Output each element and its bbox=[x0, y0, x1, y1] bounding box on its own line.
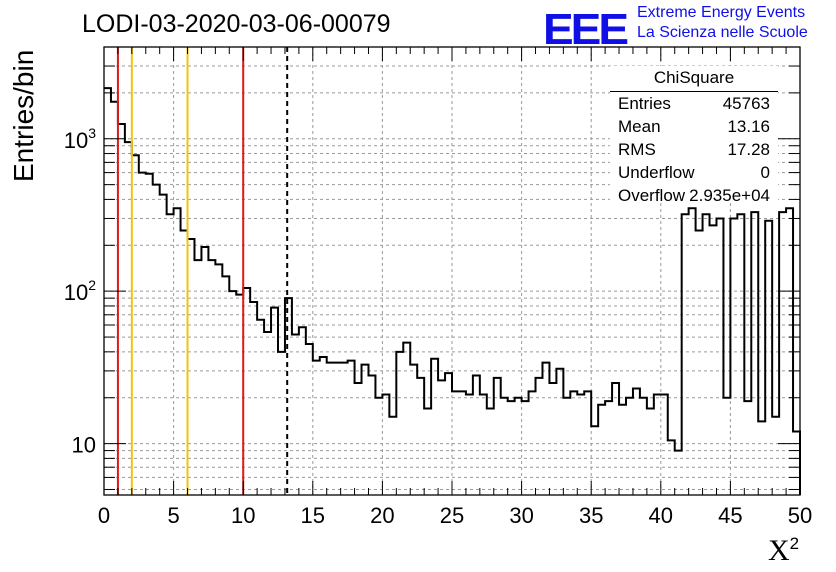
axis-ticks bbox=[103, 46, 801, 495]
logo-line-1: Extreme Energy Events bbox=[637, 4, 806, 21]
y-tick-label-base: 10 bbox=[64, 128, 88, 153]
stats-title: ChiSquare bbox=[653, 68, 735, 87]
x-tick-label: 25 bbox=[440, 503, 464, 528]
stats-row-mean: Mean 13.16 bbox=[618, 117, 770, 139]
y-tick-label-exponent: 3 bbox=[88, 125, 96, 141]
stats-box: ChiSquare Entries 45763 Mean 13.16 RMS 1… bbox=[610, 66, 778, 205]
x-tick-label: 10 bbox=[231, 503, 255, 528]
x-tick-label: 45 bbox=[718, 503, 742, 528]
x-tick-label: 0 bbox=[98, 503, 110, 528]
reference-lines bbox=[116, 47, 289, 495]
stats-key: RMS bbox=[618, 140, 656, 159]
x-axis-label-exponent: 2 bbox=[789, 534, 800, 553]
x-axis-label-base: X bbox=[768, 534, 790, 567]
stats-key: Overflow bbox=[618, 186, 686, 205]
y-tick-label-base: 10 bbox=[72, 433, 96, 458]
x-tick-label: 35 bbox=[579, 503, 603, 528]
stats-row-entries: Entries 45763 bbox=[618, 94, 770, 116]
logo-line-2: La Scienza nelle Scuole bbox=[637, 24, 808, 41]
y-tick-label: 103 bbox=[64, 125, 96, 153]
x-tick-label: 20 bbox=[370, 503, 394, 528]
stats-value: 17.28 bbox=[727, 140, 770, 159]
x-tick-label: 40 bbox=[649, 503, 673, 528]
histogram-outline bbox=[104, 87, 801, 495]
stats-key: Entries bbox=[618, 94, 671, 113]
stats-row-underflow: Underflow 0 bbox=[618, 163, 770, 185]
y-tick-label-exponent: 2 bbox=[88, 277, 96, 293]
x-axis-label: X2 bbox=[768, 534, 799, 568]
eee-logo: EEE bbox=[543, 4, 629, 54]
stats-divider bbox=[610, 91, 778, 92]
x-tick-label: 15 bbox=[301, 503, 325, 528]
histogram-series bbox=[104, 87, 801, 495]
y-tick-label-base: 10 bbox=[64, 280, 88, 305]
stats-value: 2.935e+04 bbox=[689, 186, 770, 205]
stats-key: Mean bbox=[618, 117, 661, 136]
grid bbox=[104, 47, 800, 495]
x-tick-label: 30 bbox=[509, 503, 533, 528]
stats-value: 45763 bbox=[722, 94, 770, 113]
stats-value: 0 bbox=[760, 163, 770, 182]
stats-row-rms: RMS 17.28 bbox=[618, 140, 770, 162]
plot-title: LODI-03-2020-03-06-00079 bbox=[82, 10, 391, 38]
x-tick-label: 50 bbox=[788, 503, 812, 528]
stats-value: 13.16 bbox=[727, 117, 770, 136]
stats-key: Underflow bbox=[618, 163, 695, 182]
x-tick-label: 5 bbox=[167, 503, 179, 528]
y-tick-label: 102 bbox=[64, 277, 96, 305]
stats-row-overflow: Overflow 2.935e+04 bbox=[618, 186, 770, 208]
y-tick-label: 10 bbox=[72, 433, 96, 458]
y-axis-label: Entries/bin bbox=[8, 49, 39, 182]
